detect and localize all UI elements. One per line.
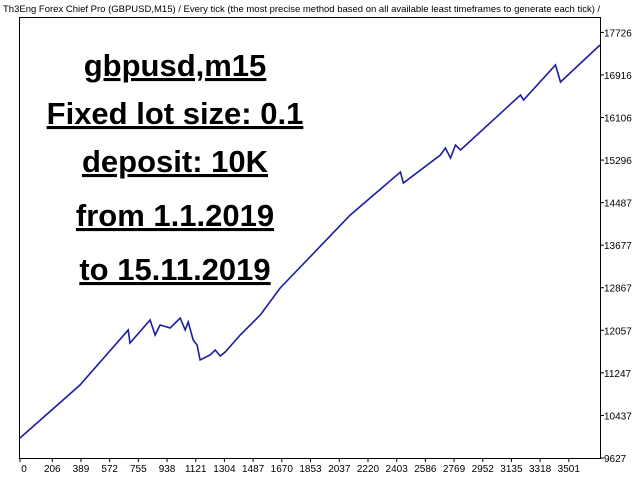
x-tick-label: 2403 xyxy=(386,464,409,475)
annotation: from 1.1.2019 xyxy=(76,198,274,233)
x-tick-label: 1670 xyxy=(271,464,294,475)
annotation: gbpusd,m15 xyxy=(84,48,267,83)
annotation: deposit: 10K xyxy=(82,144,269,179)
x-tick-label: 938 xyxy=(159,464,176,475)
y-tick-label: 12867 xyxy=(604,284,632,295)
y-tick-label: 16106 xyxy=(604,114,632,125)
y-tick-label: 11247 xyxy=(604,369,632,380)
x-tick-label: 206 xyxy=(44,464,61,475)
x-tick-label: 2769 xyxy=(443,464,466,475)
y-tick-label: 12057 xyxy=(604,326,632,337)
chart-title: Th3Eng Forex Chief Pro (GBPUSD,M15) / Ev… xyxy=(3,4,627,15)
annotation: to 15.11.2019 xyxy=(79,252,270,287)
y-tick-label: 16916 xyxy=(604,71,632,82)
x-tick-label: 572 xyxy=(101,464,118,475)
x-tick-label: 755 xyxy=(130,464,147,475)
y-tick-label: 10437 xyxy=(604,411,632,422)
y-tick-label: 17726 xyxy=(604,28,632,39)
x-tick-label: 3501 xyxy=(558,464,581,475)
annotation: Fixed lot size: 0.1 xyxy=(47,96,304,131)
x-tick-label: 1853 xyxy=(299,464,322,475)
x-tick-label: 2220 xyxy=(357,464,380,475)
x-tick-label: 3135 xyxy=(500,464,523,475)
x-tick-label: 1304 xyxy=(213,464,236,475)
x-tick-label: 2586 xyxy=(414,464,437,475)
x-tick-label: 0 xyxy=(21,464,27,475)
y-tick-label: 13677 xyxy=(604,241,632,252)
x-tick-label: 389 xyxy=(73,464,90,475)
x-tick-label: 3318 xyxy=(529,464,552,475)
y-tick-label: 15296 xyxy=(604,156,632,167)
y-tick-label: 14487 xyxy=(604,199,632,210)
x-tick-label: 2952 xyxy=(472,464,495,475)
x-tick-label: 1121 xyxy=(185,464,207,475)
balance-line xyxy=(19,44,601,439)
y-tick-label: 9627 xyxy=(604,454,627,465)
x-tick-label: 1487 xyxy=(242,464,265,475)
x-tick-label: 2037 xyxy=(328,464,351,475)
